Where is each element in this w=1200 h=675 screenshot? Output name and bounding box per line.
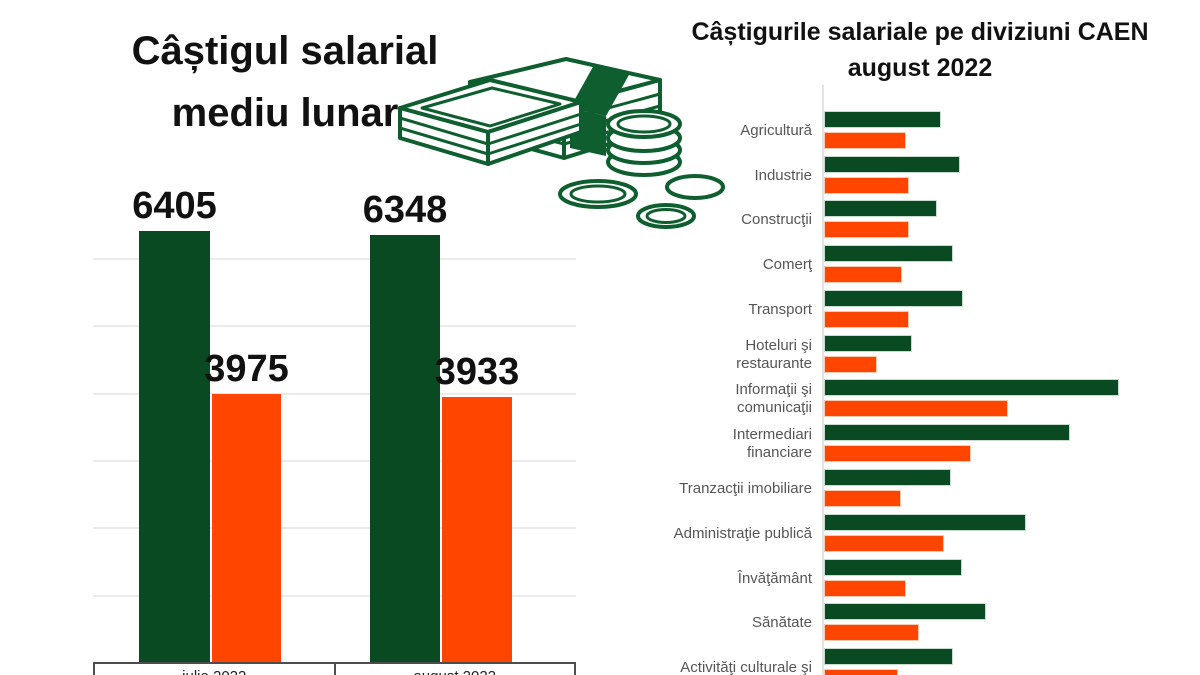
green-bar xyxy=(824,424,1070,441)
orange-bar xyxy=(824,266,902,283)
x-axis-cell-august: august 2022 xyxy=(333,664,575,675)
gridline xyxy=(93,527,576,529)
orange-bar xyxy=(824,445,971,462)
category-label: Sănătate xyxy=(751,613,812,631)
green-bar xyxy=(824,603,986,620)
bar-value-label: 6405 xyxy=(132,185,217,227)
orange-bar xyxy=(824,669,898,675)
category-label: Administraţie publică xyxy=(673,524,812,542)
orange-bar xyxy=(824,132,906,149)
green-bar xyxy=(824,335,912,352)
orange-bar xyxy=(824,221,909,238)
right-title-line2: august 2022 xyxy=(847,54,993,82)
left-chart-x-axis: iulie 2022 august 2022 xyxy=(93,662,576,675)
green-bar xyxy=(824,290,963,307)
orange-bar xyxy=(824,624,919,641)
green-bar xyxy=(824,559,962,576)
orange-bar xyxy=(824,356,877,373)
category-label: Învăţământ xyxy=(737,569,812,587)
orange-bar xyxy=(824,177,909,194)
bar-value-label: 3975 xyxy=(204,348,289,390)
orange-column-bar xyxy=(212,394,281,662)
orange-bar xyxy=(824,400,1008,417)
gridline xyxy=(93,393,576,395)
orange-bar xyxy=(824,311,909,328)
gridline xyxy=(93,460,576,462)
left-chart-title: Câștigul salarial mediu lunar xyxy=(90,20,480,144)
green-bar xyxy=(824,156,960,173)
loose-coins xyxy=(558,174,725,229)
gridline xyxy=(93,258,576,260)
green-bar xyxy=(824,648,953,665)
left-title-line1: Câștigul salarial xyxy=(131,29,439,73)
green-bar xyxy=(824,379,1119,396)
left-grouped-column-chart: 6405 3975 6348 3933 xyxy=(93,185,576,662)
green-bar xyxy=(824,200,937,217)
left-title-line2: mediu lunar xyxy=(171,91,399,135)
green-bar xyxy=(824,514,1026,531)
category-label: Intermediari financiare xyxy=(732,425,812,461)
green-bar xyxy=(824,245,953,262)
orange-bar xyxy=(824,535,944,552)
x-axis-label-august: august 2022 xyxy=(413,668,496,675)
category-label: Agricultură xyxy=(740,121,812,139)
category-label: Construcţii xyxy=(741,210,812,228)
money-banknotes-coins-icon xyxy=(398,57,725,229)
category-label: Activităţi culturale şi xyxy=(680,658,812,675)
x-axis-cell-iulie: iulie 2022 xyxy=(95,664,334,675)
coin-stack xyxy=(606,109,682,177)
bar-value-label: 3933 xyxy=(434,351,520,393)
green-bar xyxy=(824,111,941,128)
green-column-bar xyxy=(139,231,210,662)
category-label: Tranzacţii imobiliare xyxy=(679,479,812,497)
orange-bar xyxy=(824,580,906,597)
banknote-stack-front xyxy=(398,78,583,166)
right-title-line1: Câștigurile salariale pe diviziuni CAEN xyxy=(691,18,1149,46)
category-label: Industrie xyxy=(754,166,812,184)
right-chart-axis-line xyxy=(822,85,824,675)
category-label: Comerţ xyxy=(762,255,812,273)
x-axis-label-iulie: iulie 2022 xyxy=(182,668,246,675)
orange-column-bar xyxy=(442,397,512,662)
bar-value-label: 6348 xyxy=(362,189,448,231)
right-chart-title: Câștigurile salariale pe diviziuni CAEN … xyxy=(645,14,1195,86)
category-label: Hoteluri şi restaurante xyxy=(736,336,812,372)
green-bar xyxy=(824,469,951,486)
green-column-bar xyxy=(370,235,440,662)
gridline xyxy=(93,325,576,327)
category-label: Informaţii şi comunicaţii xyxy=(735,380,812,416)
category-label: Transport xyxy=(748,300,812,318)
orange-bar xyxy=(824,490,901,507)
gridline xyxy=(93,595,576,597)
